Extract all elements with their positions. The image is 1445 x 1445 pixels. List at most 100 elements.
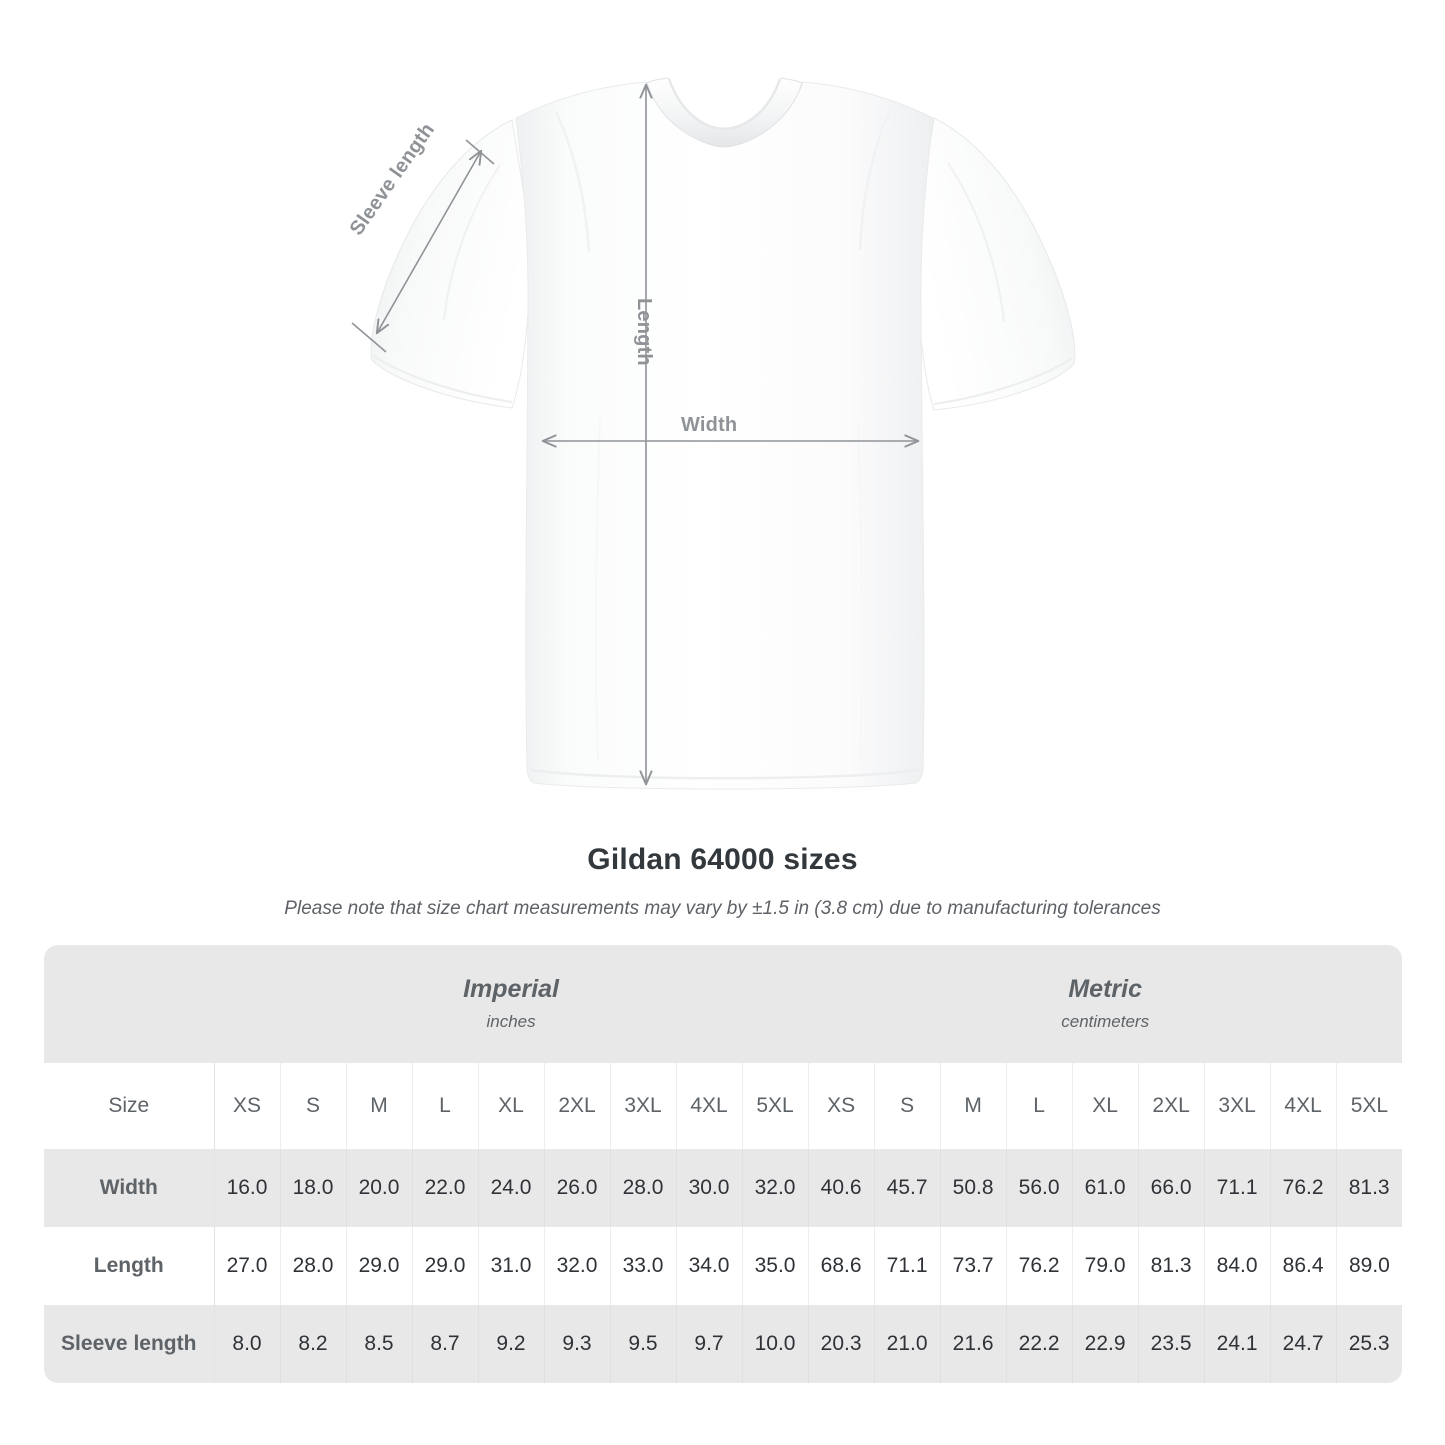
cell-metric: 86.4 [1270, 1227, 1337, 1305]
size-header-imperial-xs: XS [214, 1063, 281, 1149]
size-header-imperial-3xl: 3XL [610, 1063, 677, 1149]
cell-imperial: 32.0 [544, 1227, 611, 1305]
unit-metric-sub: centimeters [1061, 1012, 1150, 1031]
table-row: Width 16.0 18.0 20.0 22.0 24.0 26.0 28.0 30.0 32.… [44, 1149, 1402, 1227]
cell-imperial: 29.0 [346, 1227, 413, 1305]
cell-metric: 45.7 [874, 1149, 941, 1227]
size-header-metric-m: M [940, 1063, 1007, 1149]
size-header-metric-xs: XS [807, 1063, 875, 1149]
fabric-fold-body-left [594, 419, 601, 761]
size-chart-table-container: Imperial inches Metric centimeters Size X… [44, 945, 1402, 1383]
size-header-metric-2xl: 2XL [1138, 1063, 1205, 1149]
unit-metric-name: Metric [1068, 975, 1142, 1003]
row-label-length: Length [44, 1227, 215, 1305]
cell-imperial: 9.5 [610, 1305, 677, 1383]
cell-metric: 84.0 [1204, 1227, 1271, 1305]
sleeve-length-tick-bottom [351, 322, 387, 353]
cell-imperial: 16.0 [214, 1149, 281, 1227]
cell-metric: 89.0 [1336, 1227, 1402, 1305]
cell-metric: 23.5 [1138, 1305, 1205, 1383]
tshirt-diagram: Sleeve length Length Width [346, 77, 1076, 790]
cell-imperial: 9.7 [676, 1305, 743, 1383]
size-header-imperial-5xl: 5XL [742, 1063, 809, 1149]
size-header-imperial-4xl: 4XL [676, 1063, 743, 1149]
cell-imperial: 8.2 [280, 1305, 347, 1383]
cell-metric: 68.6 [807, 1227, 875, 1305]
cell-imperial: 8.5 [346, 1305, 413, 1383]
unit-imperial-name: Imperial [463, 975, 559, 1003]
size-header-metric-s: S [874, 1063, 941, 1149]
shirt-right-sleeve [915, 117, 1076, 411]
shirt-bottom-hem [530, 768, 920, 780]
cell-metric: 76.2 [1006, 1227, 1073, 1305]
shirt-collar-inner-shadow [667, 78, 782, 131]
cell-imperial: 8.0 [214, 1305, 281, 1383]
cell-metric: 20.3 [807, 1305, 875, 1383]
tshirt-illustration [351, 77, 1076, 790]
cell-imperial: 18.0 [280, 1149, 347, 1227]
cell-imperial: 8.7 [412, 1305, 479, 1383]
cell-metric: 66.0 [1138, 1149, 1205, 1227]
title-block: Gildan 64000 sizes Please note that size… [0, 840, 1445, 922]
unit-imperial-sub: inches [486, 1012, 536, 1031]
size-header-imperial-s: S [280, 1063, 347, 1149]
cell-metric: 21.0 [874, 1305, 941, 1383]
cell-imperial: 33.0 [610, 1227, 677, 1305]
fabric-fold-shoulder-right [858, 109, 892, 251]
sleeve-hem-right [933, 357, 1073, 405]
cell-metric: 71.1 [1204, 1149, 1271, 1227]
cell-metric: 71.1 [874, 1227, 941, 1305]
unit-banner-row: Imperial inches Metric centimeters [44, 945, 1402, 1063]
cell-metric: 61.0 [1072, 1149, 1139, 1227]
size-header-metric-3xl: 3XL [1204, 1063, 1271, 1149]
fabric-fold-sleeve-right [947, 162, 1005, 323]
size-header-metric-5xl: 5XL [1336, 1063, 1402, 1149]
cell-metric: 56.0 [1006, 1149, 1073, 1227]
cell-imperial: 29.0 [412, 1227, 479, 1305]
cell-imperial: 28.0 [280, 1227, 347, 1305]
cell-imperial: 28.0 [610, 1149, 677, 1227]
fabric-fold-shoulder-left [554, 111, 591, 253]
unit-banner-spacer [44, 945, 214, 1063]
cell-metric: 22.2 [1006, 1305, 1073, 1383]
cell-metric: 22.9 [1072, 1305, 1139, 1383]
cell-metric: 24.7 [1270, 1305, 1337, 1383]
size-header-row: Size XS S M L XL 2XL 3XL 4XL 5XL XS S M L XL 2XL 3XL 4XL 5… [44, 1063, 1402, 1149]
cell-imperial: 20.0 [346, 1149, 413, 1227]
cell-imperial: 26.0 [544, 1149, 611, 1227]
cell-imperial: 27.0 [214, 1227, 281, 1305]
size-chart-table: Imperial inches Metric centimeters Size X… [44, 945, 1402, 1383]
cell-metric: 81.3 [1138, 1227, 1205, 1305]
cell-imperial: 31.0 [478, 1227, 545, 1305]
sleeve-length-arrow [377, 151, 481, 333]
cell-metric: 79.0 [1072, 1227, 1139, 1305]
cell-metric: 81.3 [1336, 1149, 1402, 1227]
unit-metric-cell: Metric centimeters [808, 945, 1402, 1063]
cell-metric: 25.3 [1336, 1305, 1402, 1383]
cell-metric: 50.8 [940, 1149, 1007, 1227]
cell-imperial: 22.0 [412, 1149, 479, 1227]
width-label: Width [681, 414, 738, 436]
page-title: Gildan 64000 sizes [587, 843, 858, 876]
cell-metric: 73.7 [940, 1227, 1007, 1305]
cell-imperial: 10.0 [742, 1305, 809, 1383]
size-header-metric-xl: XL [1072, 1063, 1139, 1149]
size-corner-header: Size [44, 1063, 215, 1149]
size-header-imperial-2xl: 2XL [544, 1063, 611, 1149]
cell-imperial: 9.3 [544, 1305, 611, 1383]
length-label: Length [633, 298, 655, 366]
cell-imperial: 9.2 [478, 1305, 545, 1383]
cell-imperial: 32.0 [742, 1149, 809, 1227]
sleeve-hem-left [373, 355, 513, 403]
sleeve-length-tick-top [465, 139, 495, 165]
unit-imperial-cell: Imperial inches [214, 945, 809, 1063]
cell-metric: 21.6 [940, 1305, 1007, 1383]
size-header-imperial-xl: XL [478, 1063, 545, 1149]
fabric-fold-body-right [857, 419, 864, 761]
size-header-imperial-m: M [346, 1063, 413, 1149]
table-row: Length 27.0 28.0 29.0 29.0 31.0 32.0 33.0 34.0 35… [44, 1227, 1402, 1305]
cell-imperial: 35.0 [742, 1227, 809, 1305]
cell-imperial: 34.0 [676, 1227, 743, 1305]
tolerance-note: Please note that size chart measurements… [284, 898, 1161, 919]
cell-imperial: 30.0 [676, 1149, 743, 1227]
